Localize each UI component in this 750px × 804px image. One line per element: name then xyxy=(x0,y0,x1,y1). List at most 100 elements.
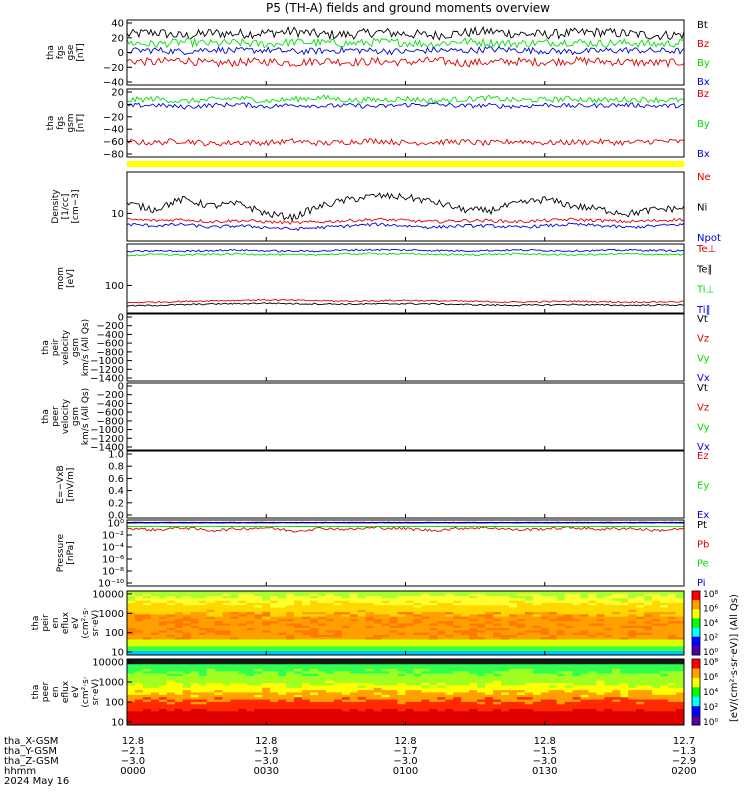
y-axis-label: en xyxy=(51,617,61,628)
series-line-Ne xyxy=(127,218,684,224)
legend-entry: By xyxy=(697,119,710,130)
y-tick-label: 0.8 xyxy=(108,462,124,473)
y-axis-label: Pressure xyxy=(56,533,66,572)
y-axis-label: gsm xyxy=(66,113,76,132)
y-tick-label: 20 xyxy=(111,33,124,44)
y-tick-label: 1.0 xyxy=(108,450,124,461)
y-tick-label: 10⁻⁸ xyxy=(102,567,124,578)
y-tick-label: 20 xyxy=(111,88,124,99)
legend-entry: Pe xyxy=(697,559,709,570)
colorbar-segment xyxy=(692,600,700,610)
y-axis-label: E=−VxB xyxy=(56,465,66,503)
colorbar-segment xyxy=(692,668,700,678)
y-axis-label: tha xyxy=(46,116,56,131)
y-axis-label: eV xyxy=(71,616,81,629)
colorbar-tick-label: 10⁰ xyxy=(703,718,718,728)
y-axis-label: km/s (All Qs) xyxy=(81,319,91,376)
panel-frame xyxy=(127,314,684,381)
y-axis-label: [eV] xyxy=(66,269,76,288)
colorbar-tick-label: 10⁶ xyxy=(703,605,718,615)
series-line-Bx xyxy=(127,47,684,55)
colorbar-segment xyxy=(692,706,700,716)
y-axis-label: velocity xyxy=(61,329,71,365)
y-tick-label: 1000 xyxy=(99,609,124,620)
y-axis-label: gse xyxy=(66,44,76,60)
y-axis-label: tha xyxy=(41,340,51,355)
y-axis-label: gsm xyxy=(71,407,81,426)
y-tick-label: 40 xyxy=(111,19,124,30)
y-axis-label: gsm xyxy=(71,338,81,357)
legend-entry: Te⊥ xyxy=(696,244,716,255)
colorbar-segment xyxy=(692,697,700,707)
series-line-Bx xyxy=(127,103,684,109)
colorbar-tick-label: 10⁶ xyxy=(703,673,718,683)
legend-entry: Vz xyxy=(697,403,709,414)
y-tick-label: −20 xyxy=(103,112,124,123)
y-tick-label: 10 xyxy=(111,209,124,220)
y-tick-label: 100 xyxy=(105,628,124,639)
legend-entry: Pi xyxy=(697,578,706,589)
y-axis-label: fgs xyxy=(56,45,66,59)
quality-flag-bar xyxy=(127,161,684,167)
y-tick-label: 1000 xyxy=(99,678,124,689)
colorbar-segment xyxy=(692,659,700,669)
y-tick-label: 10⁻⁴ xyxy=(102,543,124,554)
legend-entry: Bz xyxy=(697,89,709,100)
legend-entry: Npot xyxy=(697,233,721,244)
series-line-Te⊥ xyxy=(127,299,684,303)
y-axis-label: en xyxy=(51,686,61,697)
y-axis-label: Density xyxy=(51,189,61,224)
y-axis-label: [nT] xyxy=(76,43,86,61)
panel-frame xyxy=(127,451,684,518)
y-axis-label: peer xyxy=(41,681,51,702)
colorbar-tick-label: 10⁴ xyxy=(703,619,718,629)
y-tick-label: 0.2 xyxy=(108,498,124,509)
y-axis-label: [1/cc] xyxy=(61,194,71,220)
time-axis-row-label: 2024 May 16 xyxy=(4,776,69,787)
y-tick-label: 0.6 xyxy=(108,474,124,485)
y-tick-label: 100 xyxy=(105,281,124,292)
y-tick-label: 10000 xyxy=(92,590,124,601)
y-tick-label: 0 xyxy=(118,48,124,59)
y-axis-label: eflux xyxy=(61,680,71,703)
colorbar-segment xyxy=(692,716,700,726)
y-axis-label: fgs xyxy=(56,116,66,130)
colorbar-segment xyxy=(692,678,700,688)
y-axis-label: tha xyxy=(46,45,56,60)
y-axis-label: velocity xyxy=(61,398,71,434)
y-axis-label: tha xyxy=(31,685,41,700)
legend-entry: Vz xyxy=(697,334,709,345)
series-line-By xyxy=(127,38,684,48)
panel-frame xyxy=(127,244,684,313)
colorbar-label: [eV/(cm²·s·sr·eV)] (All Qs) xyxy=(729,594,740,722)
series-line-Bz xyxy=(127,57,684,67)
colorbar-tick-label: 10⁴ xyxy=(703,688,718,698)
y-tick-label: 10000 xyxy=(92,658,124,669)
y-tick-label: 0 xyxy=(118,100,124,111)
colorbar-tick-label: 10⁰ xyxy=(703,648,718,658)
y-tick-label: −20 xyxy=(103,63,124,74)
y-axis-label: km/s (All Qs) xyxy=(81,388,91,445)
legend-entry: Ni xyxy=(697,203,707,214)
series-line-Bt xyxy=(127,27,684,40)
time-axis-value: 0000 xyxy=(120,766,145,777)
legend-entry: By xyxy=(697,58,710,69)
colorbar-segment xyxy=(692,628,700,638)
panel-frame xyxy=(127,89,684,157)
y-axis-label: peer xyxy=(51,406,61,427)
legend-entry: Ti⊥ xyxy=(696,285,714,296)
y-tick-label: 10⁻⁶ xyxy=(102,555,124,566)
colorbar-tick-label: 10² xyxy=(703,703,718,713)
y-tick-label: 100 xyxy=(105,698,124,709)
y-axis-label: (cm²·s· xyxy=(81,607,91,638)
series-line-By xyxy=(127,95,684,103)
legend-entry: Ne xyxy=(697,172,711,183)
time-axis-value: 0030 xyxy=(254,766,279,777)
time-axis-value: 0100 xyxy=(393,766,418,777)
legend-entry: Bt xyxy=(697,20,708,31)
time-axis-value: 0200 xyxy=(671,766,696,777)
y-axis-label: sr·eV) xyxy=(91,679,101,705)
y-axis-label: peir xyxy=(41,614,51,632)
